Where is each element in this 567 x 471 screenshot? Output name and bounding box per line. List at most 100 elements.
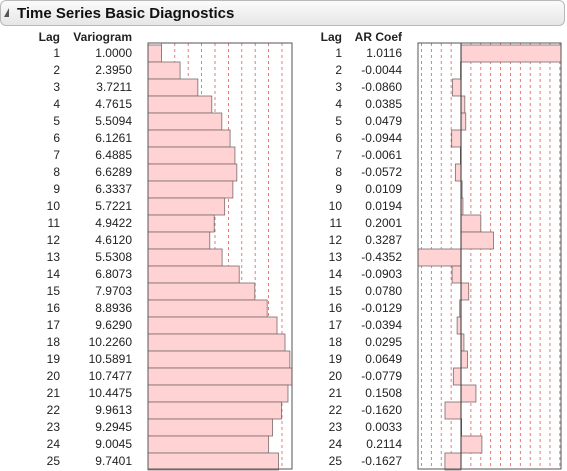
ar-coef-cell: -0.0572 [361, 165, 402, 179]
outline-header[interactable]: Time Series Basic Diagnostics [0, 0, 565, 26]
ar-coef-cell: 0.0109 [365, 182, 402, 196]
variogram-lag-cell: 17 [46, 318, 60, 332]
variogram-bar [147, 95, 213, 114]
ar-lag-cell: 8 [335, 165, 342, 179]
variogram-lag-cell: 23 [46, 420, 60, 434]
variogram-bar [147, 78, 199, 97]
ar-lag-cell: 3 [335, 80, 342, 94]
ar-coef-bar [460, 214, 482, 233]
variogram-value-cell: 6.4885 [95, 148, 132, 162]
variogram-lag-cell: 18 [46, 335, 60, 349]
ar-lag-cell: 18 [328, 335, 342, 349]
ar-coef-bar [444, 401, 462, 420]
variogram-value-cell: 7.9703 [95, 284, 132, 298]
variogram-value-cell: 9.7401 [95, 454, 132, 468]
ar-lag-cell: 12 [328, 233, 342, 247]
ar-coef-cell: -0.0903 [361, 267, 402, 281]
ar-coef-bar [456, 316, 462, 335]
ar-coef-cell: 0.0295 [365, 335, 402, 349]
ar-lag-cell: 15 [328, 284, 342, 298]
ar-coef-plot-frame [417, 42, 562, 470]
variogram-lag-cell: 12 [46, 233, 60, 247]
variogram-bar [147, 452, 279, 471]
variogram-value-cell: 5.5094 [95, 114, 132, 128]
variogram-lag-cell: 22 [46, 403, 60, 417]
variogram-lag-cell: 7 [53, 148, 60, 162]
variogram-bar [147, 231, 211, 250]
ar-coef-cell: -0.0044 [361, 63, 402, 77]
variogram-value-cell: 1.0000 [95, 46, 132, 60]
ar-coef-bar [460, 282, 470, 301]
variogram-lag-cell: 25 [46, 454, 60, 468]
variogram-value-cell: 6.8073 [95, 267, 132, 281]
ar-coef-header: AR Coef [354, 30, 402, 44]
variogram-bar [147, 180, 234, 199]
variogram-value-cell: 5.5308 [95, 250, 132, 264]
variogram-value-cell: 9.9613 [95, 403, 132, 417]
variogram-lag-cell: 10 [46, 199, 60, 213]
variogram-value-cell: 10.5891 [88, 352, 132, 366]
variogram-lag-cell: 6 [53, 131, 60, 145]
ar-coef-cell: 1.0116 [366, 46, 402, 60]
variogram-lag-cell: 20 [46, 369, 60, 383]
variogram-value-cell: 5.7221 [95, 199, 132, 213]
ar-lag-cell: 24 [328, 437, 342, 451]
variogram-value-cell: 3.7211 [96, 80, 132, 94]
ar-coef-bar [460, 231, 494, 250]
ar-coef-bar [460, 384, 477, 403]
variogram-bar [147, 316, 278, 335]
variogram-value-cell: 9.2945 [95, 420, 132, 434]
ar-lag-cell: 19 [328, 352, 342, 366]
ar-coef-bar [460, 112, 467, 131]
variogram-lag-cell: 11 [47, 216, 60, 230]
ar-coef-cell: -0.0129 [361, 301, 402, 315]
ar-lag-cell: 9 [335, 182, 342, 196]
ar-coef-cell: -0.0061 [361, 148, 402, 162]
ar-lag-cell: 10 [328, 199, 342, 213]
variogram-lag-cell: 5 [53, 114, 60, 128]
variogram-lag-cell: 15 [46, 284, 60, 298]
ar-coef-cell: -0.0394 [361, 318, 402, 332]
ar-coef-cell: 0.0194 [365, 199, 402, 213]
ar-coef-bar [460, 435, 483, 454]
variogram-lag-cell: 21 [46, 386, 60, 400]
ar-lag-cell: 22 [328, 403, 342, 417]
ar-lag-cell: 13 [328, 250, 342, 264]
variogram-lag-cell: 8 [53, 165, 60, 179]
ar-lag-cell: 21 [328, 386, 342, 400]
ar-coef-cell: 0.0780 [365, 284, 402, 298]
variogram-bar [147, 214, 215, 233]
ar-lag-cell: 5 [335, 114, 342, 128]
variogram-lag-cell: 9 [53, 182, 60, 196]
variogram-value-cell: 4.6120 [95, 233, 132, 247]
ar-coef-cell: -0.0944 [361, 131, 402, 145]
variogram-value-cell: 4.9422 [95, 216, 132, 230]
ar-coef-bar [451, 129, 462, 148]
variogram-lag-cell: 2 [53, 63, 60, 77]
ar-coef-cell: 0.2114 [366, 437, 402, 451]
ar-lag-cell: 20 [328, 369, 342, 383]
variogram-bar [147, 197, 226, 216]
ar-lag-cell: 11 [329, 216, 342, 230]
ar-lag-cell: 16 [328, 301, 342, 315]
ar-coef-bar [454, 163, 462, 182]
variogram-value-cell: 6.6289 [95, 165, 132, 179]
variogram-value-cell: 10.7477 [88, 369, 132, 383]
ar-lag-cell: 2 [335, 63, 342, 77]
ar-lag-cell: 7 [335, 148, 342, 162]
ar-coef-cell: 0.0649 [365, 352, 402, 366]
variogram-bar [147, 61, 181, 80]
variogram-bar [147, 299, 268, 318]
variogram-bar [147, 435, 270, 454]
ar-coef-cell: -0.0860 [361, 80, 402, 94]
disclosure-triangle-icon[interactable] [4, 8, 9, 17]
variogram-plot-frame [147, 42, 293, 470]
variogram-value-cell: 8.8936 [95, 301, 132, 315]
variogram-value-cell: 4.7615 [95, 97, 132, 111]
variogram-lag-cell: 13 [46, 250, 60, 264]
ar-lag-cell: 25 [328, 454, 342, 468]
ar-coef-bar [460, 44, 562, 63]
variogram-bar [147, 163, 238, 182]
variogram-bar [147, 367, 293, 386]
